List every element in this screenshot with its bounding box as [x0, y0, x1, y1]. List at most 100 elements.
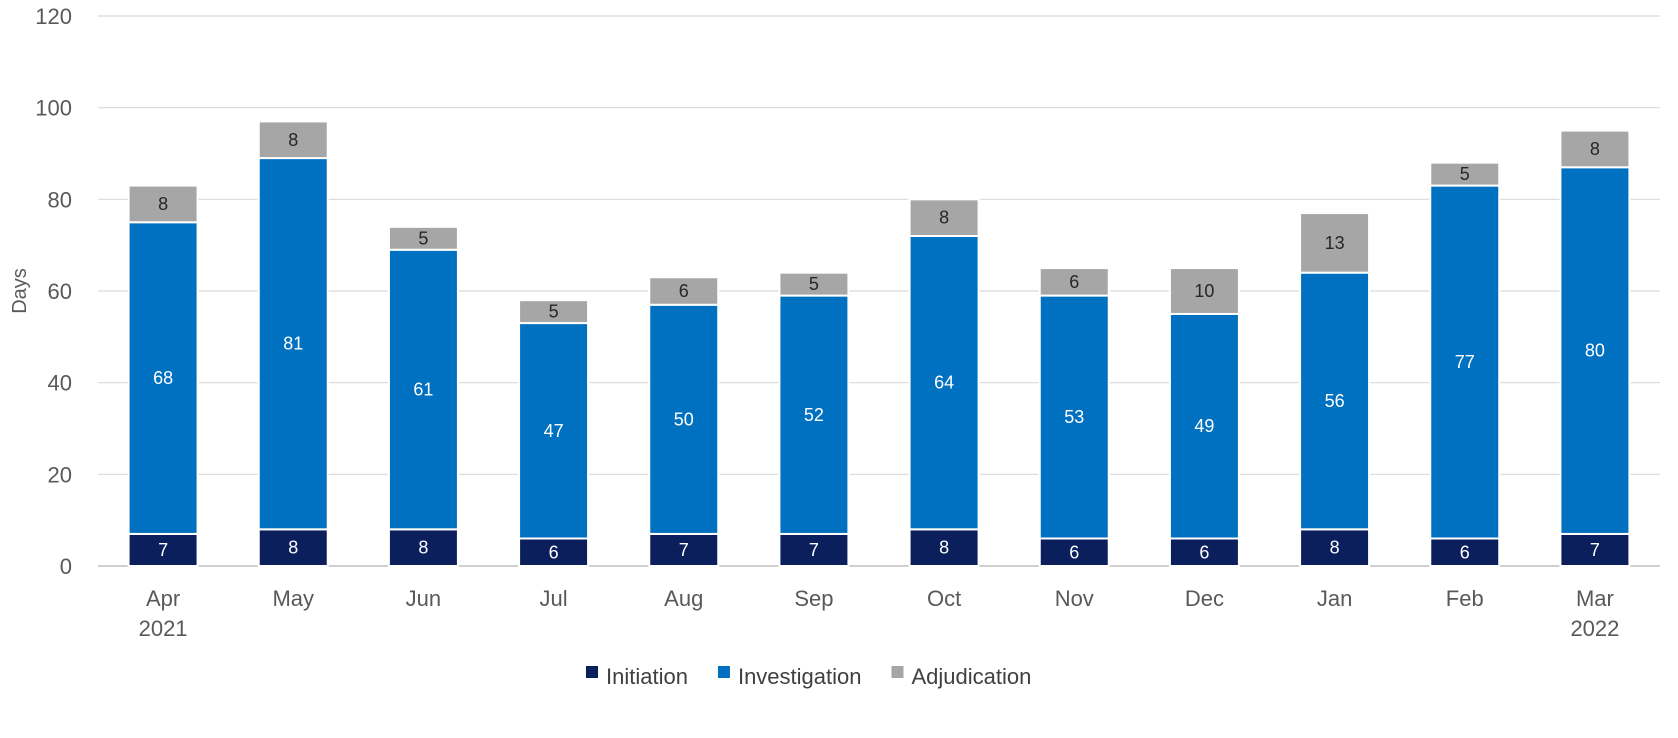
- data-label: 6: [1460, 542, 1470, 562]
- adjudication-bar: [387, 225, 459, 251]
- investigation-bar: [1299, 271, 1371, 531]
- bar-stack: 8 81 8: [257, 120, 329, 567]
- legend-label: Adjudication: [911, 664, 1031, 689]
- data-label: 8: [1590, 139, 1600, 159]
- data-label: 5: [549, 302, 559, 322]
- data-label: 8: [158, 194, 168, 214]
- initiation-bar: [127, 532, 199, 568]
- investigation-bar: [387, 248, 459, 531]
- legend-swatch: [891, 666, 904, 678]
- legend-swatch: [586, 666, 598, 678]
- adjudication-bar: [1429, 161, 1501, 187]
- data-label: 6: [1069, 542, 1079, 562]
- x-tick-label: Oct: [927, 586, 961, 611]
- bar-stack: 7 50 6: [648, 276, 720, 568]
- data-label: 5: [809, 274, 819, 294]
- data-label: 77: [1455, 352, 1475, 372]
- y-tick-label: 100: [35, 96, 72, 121]
- data-label: 6: [549, 542, 559, 562]
- data-label: 81: [283, 334, 303, 354]
- bars: 7688881886156475750675258648653664910856…: [127, 120, 1631, 568]
- x-tick-label: Apr: [146, 586, 180, 611]
- investigation-bar: [518, 322, 590, 540]
- bar-stack: 7 68 8: [127, 184, 199, 568]
- x-tick-label: May: [272, 586, 314, 611]
- x-tick-label: Mar: [1576, 586, 1614, 611]
- adjudication-bar: [778, 271, 850, 297]
- data-label: 64: [934, 373, 954, 393]
- data-label: 8: [288, 130, 298, 150]
- investigation-bar: [127, 221, 199, 535]
- y-tick-label: 0: [60, 554, 72, 579]
- x-axis-ticks: Apr 2021 May Jun Jul Aug Sep Oct Nov Dec Jan Feb Mar…: [139, 586, 1620, 641]
- data-label: 8: [418, 538, 428, 558]
- y-tick-label: 80: [48, 187, 72, 212]
- data-label: 61: [413, 380, 433, 400]
- initiation-bar: [257, 528, 329, 567]
- data-label: 68: [153, 368, 173, 388]
- legend: Initiation Investigation Adjudication: [586, 664, 1031, 689]
- adjudication-bar: [518, 299, 590, 325]
- bar-stack: 6 49 10: [1168, 267, 1240, 567]
- y-tick-label: 20: [48, 462, 72, 487]
- initiation-bar: [1038, 537, 1110, 567]
- adjudication-bar: [648, 276, 720, 306]
- data-label: 8: [939, 208, 949, 228]
- x-tick-label: Nov: [1055, 586, 1094, 611]
- data-label: 7: [809, 540, 819, 560]
- data-label: 13: [1325, 233, 1345, 253]
- data-label: 8: [288, 538, 298, 558]
- data-label: 49: [1194, 416, 1214, 436]
- data-label: 6: [1199, 542, 1209, 562]
- data-label: 50: [674, 409, 694, 429]
- x-tick-label: Dec: [1185, 586, 1224, 611]
- data-label: 8: [1330, 538, 1340, 558]
- initiation-bar: [908, 528, 980, 567]
- adjudication-bar: [1299, 212, 1371, 274]
- investigation-bar: [1559, 166, 1631, 535]
- data-label: 5: [1460, 164, 1470, 184]
- initiation-bar: [1299, 528, 1371, 567]
- y-tick-label: 40: [48, 371, 72, 396]
- y-axis-ticks: 0 20 40 60 80 100 120: [35, 4, 72, 579]
- data-label: 8: [939, 538, 949, 558]
- bar-stack: 7 52 5: [778, 271, 850, 568]
- data-label: 47: [544, 421, 564, 441]
- gridlines: [98, 15, 1660, 567]
- investigation-bar: [648, 303, 720, 535]
- initiation-bar: [387, 528, 459, 567]
- data-label: 52: [804, 405, 824, 425]
- data-label: 80: [1585, 341, 1605, 361]
- x-tick-label: Feb: [1446, 586, 1484, 611]
- y-axis-title: Days: [9, 268, 31, 314]
- investigation-bar: [778, 294, 850, 535]
- data-label: 7: [158, 540, 168, 560]
- adjudication-bar: [908, 198, 980, 237]
- adjudication-bar: [1168, 267, 1240, 315]
- investigation-bar: [257, 157, 329, 531]
- bar-stack: 6 77 5: [1429, 161, 1501, 567]
- initiation-bar: [778, 532, 850, 568]
- bar-stack: 6 47 5: [518, 299, 590, 567]
- adjudication-bar: [127, 184, 199, 224]
- data-label: 56: [1325, 391, 1345, 411]
- adjudication-bar: [257, 120, 329, 160]
- initiation-bar: [518, 537, 590, 567]
- initiation-bar: [1429, 537, 1501, 567]
- adjudication-bar: [1559, 129, 1631, 169]
- data-label: 10: [1194, 281, 1214, 301]
- data-label: 6: [679, 281, 689, 301]
- bar-stack: 8 61 5: [387, 225, 459, 567]
- data-label: 6: [1069, 272, 1079, 292]
- data-label: 7: [1590, 540, 1600, 560]
- adjudication-bar: [1038, 267, 1110, 297]
- investigation-bar: [1168, 312, 1240, 540]
- data-label: 53: [1064, 407, 1084, 427]
- data-label: 7: [679, 540, 689, 560]
- x-tick-label: 2021: [139, 616, 188, 641]
- bar-stack: 8 64 8: [908, 198, 980, 567]
- x-tick-label: Jul: [540, 586, 568, 611]
- x-tick-label: Jan: [1317, 586, 1352, 611]
- legend-label: Initiation: [606, 664, 688, 689]
- x-tick-label: Jun: [406, 586, 441, 611]
